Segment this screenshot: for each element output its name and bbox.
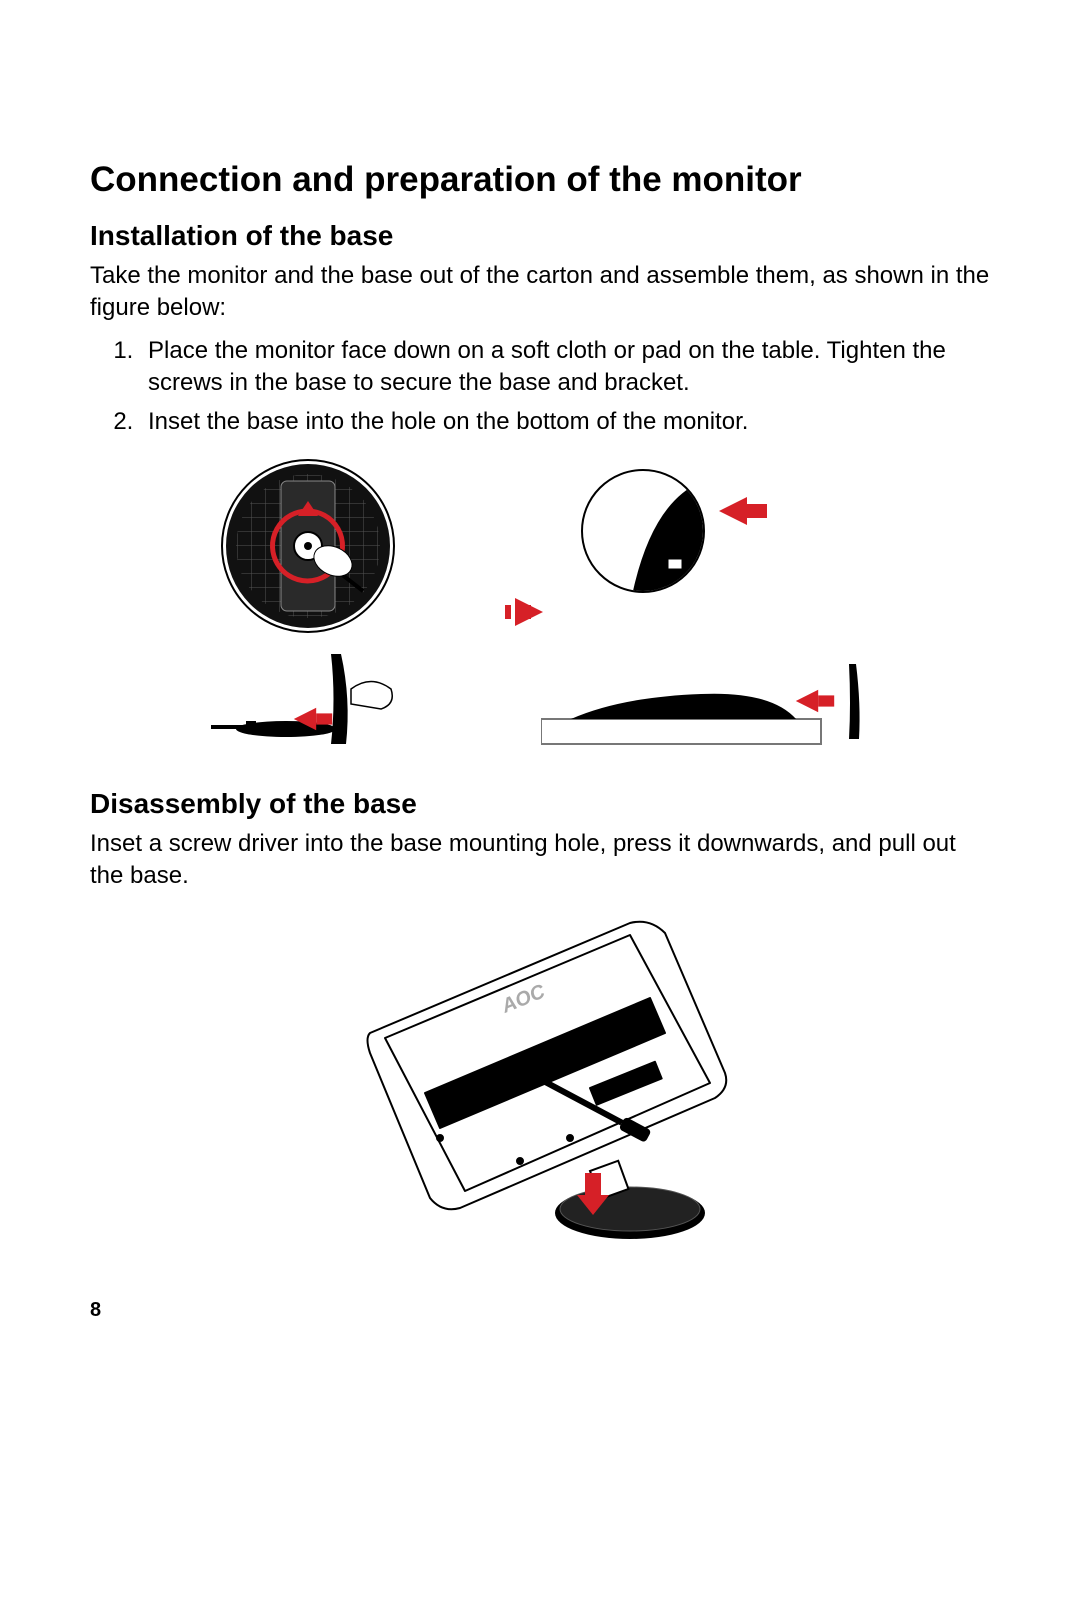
arrow-left-icon: [719, 497, 747, 525]
installation-intro: Take the monitor and the base out of the…: [90, 260, 990, 325]
stand-side-icon: [190, 648, 422, 750]
page-number: 8: [90, 1299, 101, 1322]
disassembly-text: Inset a screw driver into the base mount…: [90, 828, 990, 893]
monitor-flat-icon: [540, 658, 882, 750]
arrow-right-icon: [515, 598, 543, 626]
arrow-left-icon: [796, 690, 818, 712]
monitor-back-icon: AOC: [330, 913, 750, 1243]
stand-latch-detail-icon: [581, 469, 705, 593]
list-item: Place the monitor face down on a soft cl…: [140, 335, 990, 400]
installation-figure: [150, 458, 930, 758]
section-title: Connection and preparation of the monito…: [90, 160, 990, 200]
base-underside-icon: [221, 459, 395, 633]
installation-steps: Place the monitor face down on a soft cl…: [90, 335, 990, 438]
disassembly-figure: AOC: [330, 913, 750, 1243]
list-item: Inset the base into the hole on the bott…: [140, 406, 990, 438]
installation-heading: Installation of the base: [90, 220, 990, 252]
disassembly-heading: Disassembly of the base: [90, 788, 990, 820]
arrow-left-icon: [294, 708, 316, 730]
document-page: Connection and preparation of the monito…: [0, 0, 1080, 1622]
